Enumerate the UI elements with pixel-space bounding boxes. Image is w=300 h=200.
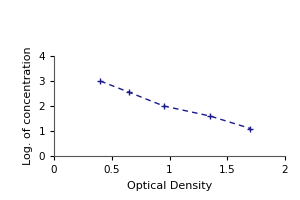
Y-axis label: Log. of concentration: Log. of concentration xyxy=(23,47,33,165)
X-axis label: Optical Density: Optical Density xyxy=(127,181,212,191)
